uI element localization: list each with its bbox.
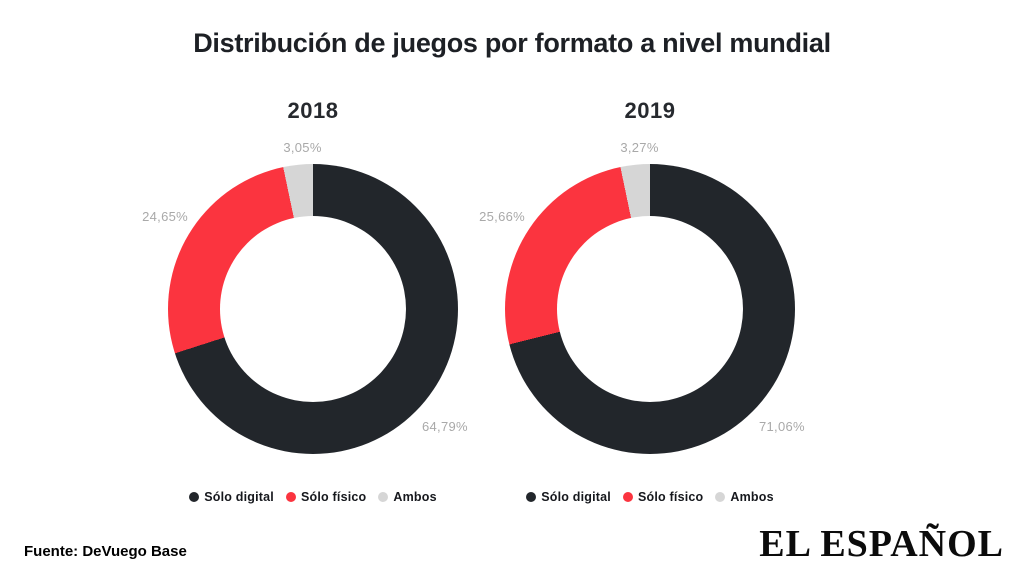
donut-hole <box>557 216 743 402</box>
legend-item-ambos: Ambos <box>378 490 437 504</box>
legend-label-ambos: Ambos <box>730 490 774 504</box>
value-label-fisico: 25,66% <box>479 209 525 224</box>
legend: Sólo digital Sólo físico Ambos <box>120 490 506 504</box>
legend-dot-ambos <box>378 492 389 502</box>
page-title: Distribución de juegos por formato a niv… <box>193 28 831 58</box>
legend-dot-fisico <box>285 492 296 502</box>
value-label-ambos: 3,27% <box>620 140 659 155</box>
donut-chart-2019: 2019 3,27% 25,66% 71,06% Sólo digital Só… <box>457 98 843 528</box>
legend-item-digital: Sólo digital <box>526 490 611 504</box>
legend-label-digital: Sólo digital <box>541 490 611 504</box>
legend-item-fisico: Sólo físico <box>622 490 704 504</box>
legend-dot-ambos <box>715 492 726 502</box>
legend-item-ambos: Ambos <box>715 490 774 504</box>
value-label-digital: 71,06% <box>759 419 805 434</box>
legend-dot-digital <box>189 492 200 502</box>
source-credit: Fuente: DeVuego Base <box>24 543 187 560</box>
legend-item-digital: Sólo digital <box>189 490 274 504</box>
legend-dot-fisico <box>622 492 633 502</box>
publisher-logo: EL ESPAÑOL <box>759 523 1004 565</box>
legend-label-digital: Sólo digital <box>204 490 274 504</box>
legend-label-fisico: Sólo físico <box>300 490 367 504</box>
value-label-digital: 64,79% <box>422 419 468 434</box>
chart-year-title: 2018 <box>287 98 339 123</box>
donut-ring-2018 <box>168 164 458 454</box>
value-label-ambos: 3,05% <box>283 140 322 155</box>
donut-ring-2019 <box>505 164 795 454</box>
legend-label-fisico: Sólo físico <box>637 490 704 504</box>
legend-label-ambos: Ambos <box>393 490 437 504</box>
donut-chart-2018: 2018 3,05% 24,65% 64,79% Sólo digital Só… <box>120 98 506 528</box>
donut-hole <box>220 216 406 402</box>
legend-dot-digital <box>526 492 537 502</box>
chart-year-title: 2019 <box>624 98 676 123</box>
value-label-fisico: 24,65% <box>142 209 188 224</box>
legend: Sólo digital Sólo físico Ambos <box>457 490 843 504</box>
legend-item-fisico: Sólo físico <box>285 490 367 504</box>
